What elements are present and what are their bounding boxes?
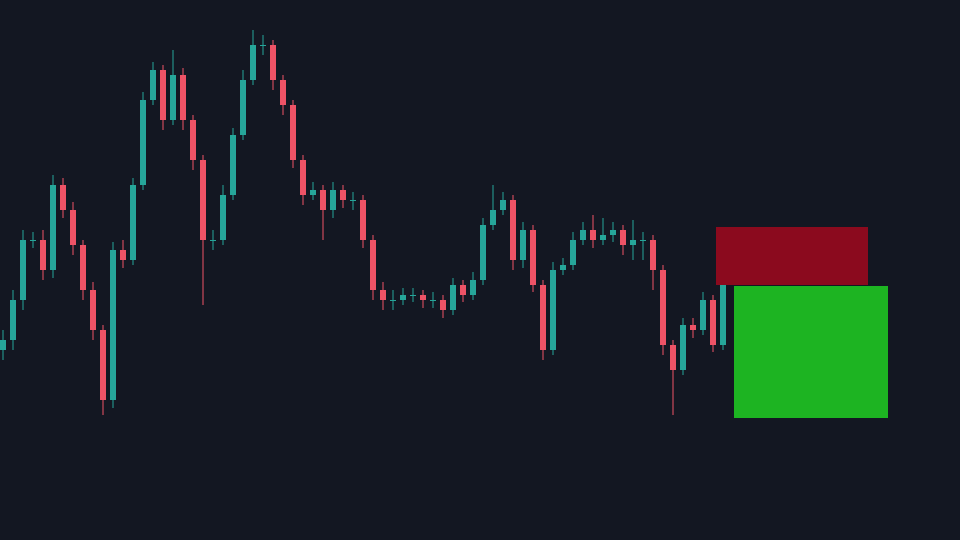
candle-body [680,325,686,370]
candle-body [530,230,536,285]
candle-body [360,200,366,240]
candle-body [20,240,26,300]
candle-body [240,80,246,135]
candle-body [430,300,436,301]
candle-body [480,225,486,280]
candle-body [630,240,636,245]
candle-body [400,295,406,300]
candle-body [280,80,286,105]
candle-body [270,45,276,80]
candle-body [670,345,676,370]
candle-body [130,185,136,260]
candle-body [90,290,96,330]
candle-body [590,230,596,240]
candle-body [450,285,456,310]
candle-body [410,295,416,296]
candle-body [140,100,146,185]
candle-body [30,240,36,241]
candle-body [220,195,226,240]
position-zone [734,286,888,418]
candle-body [390,300,396,301]
candle-body [500,200,506,210]
candle-body [230,135,236,195]
candle-body [660,270,666,345]
candle-body [420,295,426,300]
candle-body [700,300,706,330]
candle-body [150,70,156,100]
candle-body [570,240,576,265]
candle-body [60,185,66,210]
position-zone [716,227,868,285]
candle-body [540,285,546,350]
candle-body [190,120,196,160]
candle-body [460,285,466,295]
candle-body [180,75,186,120]
candle-body [290,105,296,160]
candle-body [80,245,86,290]
candle-body [350,200,356,201]
candle-body [110,250,116,400]
candle-body [0,340,6,350]
candle-body [470,280,476,295]
candle-body [340,190,346,200]
candle-body [650,240,656,270]
candle-body [710,300,716,345]
candle-body [50,185,56,270]
candle-body [310,190,316,195]
candle-body [100,330,106,400]
candle-body [10,300,16,340]
candle-body [210,240,216,241]
candle-body [610,230,616,235]
candle-body [510,200,516,260]
candle-body [260,45,266,46]
candle-body [620,230,626,245]
candle-body [160,70,166,120]
candle-body [580,230,586,240]
candle-body [250,45,256,80]
candle-body [690,325,696,330]
candle-body [120,250,126,260]
candle-body [560,265,566,270]
candle-body [320,190,326,210]
candle-body [300,160,306,195]
candle-body [490,210,496,225]
candle-body [600,235,606,240]
candle-body [40,240,46,270]
candle-body [520,230,526,260]
candle-body [370,240,376,290]
candle-body [440,300,446,310]
candle-body [70,210,76,245]
candle-body [720,270,726,345]
candle-body [200,160,206,240]
candle-body [170,75,176,120]
candle-body [640,240,646,241]
candle-body [330,190,336,210]
candle-body [550,270,556,350]
candle-body [380,290,386,300]
